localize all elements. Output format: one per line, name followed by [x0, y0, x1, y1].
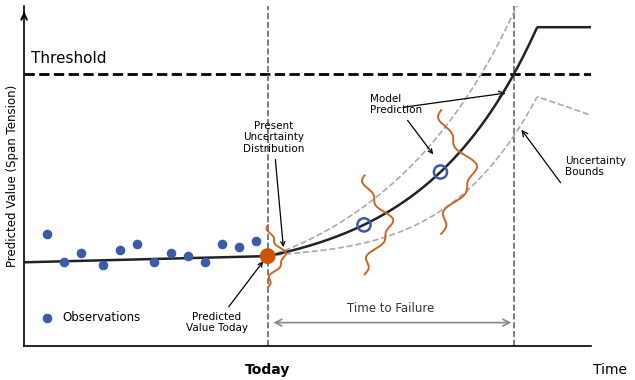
Text: Threshold: Threshold: [31, 51, 107, 66]
Text: Today: Today: [245, 363, 290, 377]
Point: [234, 244, 244, 250]
Text: Time: Time: [594, 363, 627, 377]
Text: Model
Prediction: Model Prediction: [370, 94, 432, 153]
Point: [116, 247, 126, 253]
Point: [42, 231, 52, 238]
Point: [251, 238, 262, 244]
Point: [149, 259, 159, 265]
Text: Observations: Observations: [63, 312, 141, 325]
Point: [132, 241, 142, 247]
Point: [359, 222, 369, 228]
Point: [217, 241, 227, 247]
Text: Time to Failure: Time to Failure: [347, 302, 434, 315]
Text: Present
Uncertainty
Distribution: Present Uncertainty Distribution: [243, 121, 304, 246]
Point: [436, 169, 446, 175]
Point: [98, 262, 109, 268]
Text: Uncertainty
Bounds: Uncertainty Bounds: [565, 155, 626, 177]
Point: [58, 259, 69, 265]
Point: [76, 250, 86, 256]
Y-axis label: Predicted Value (Span Tension): Predicted Value (Span Tension): [6, 85, 18, 267]
Text: Predicted
Value Today: Predicted Value Today: [185, 263, 262, 333]
Point: [42, 315, 52, 321]
Point: [184, 253, 194, 259]
Point: [166, 250, 177, 256]
Point: [263, 253, 273, 259]
Point: [200, 259, 210, 265]
